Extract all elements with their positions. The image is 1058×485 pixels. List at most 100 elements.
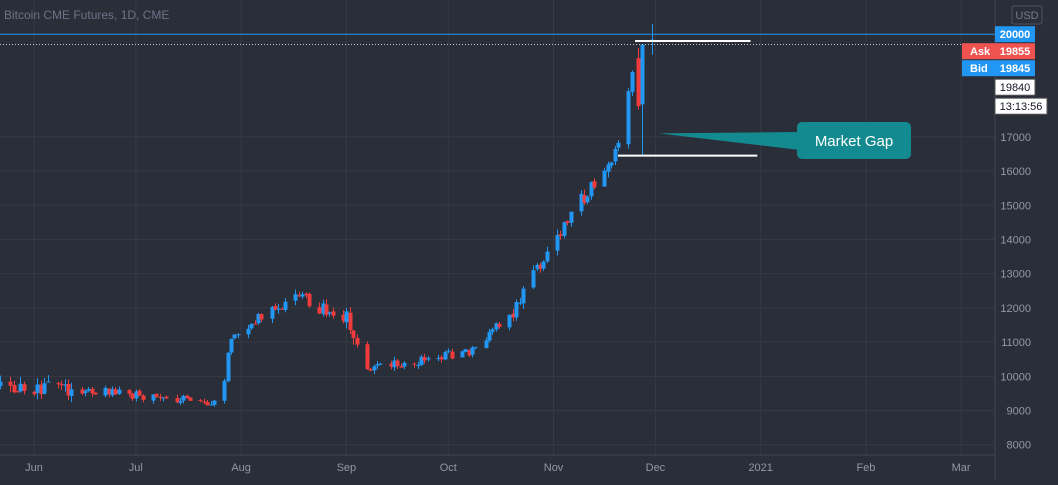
x-tick-label: Nov bbox=[544, 462, 564, 474]
candle-body bbox=[56, 383, 61, 385]
candle-body bbox=[640, 44, 645, 105]
candle-body bbox=[141, 395, 146, 400]
candle-body bbox=[419, 356, 424, 366]
candle-body bbox=[304, 293, 309, 296]
candle-body bbox=[202, 401, 207, 403]
currency-badge[interactable] bbox=[1011, 5, 1043, 25]
candle-body bbox=[514, 302, 519, 318]
x-tick-label: Feb bbox=[856, 462, 875, 474]
candle-body bbox=[158, 396, 163, 398]
candle-body bbox=[422, 357, 427, 361]
chart-title: Bitcoin CME Futures, 1D, CME bbox=[4, 8, 169, 22]
y-tick-label: 11000 bbox=[1001, 337, 1031, 349]
candle-body bbox=[175, 398, 180, 403]
candles bbox=[0, 23, 655, 407]
candle-body bbox=[236, 334, 241, 336]
candle-body bbox=[490, 329, 495, 332]
candle-body bbox=[18, 383, 23, 392]
candle-body bbox=[209, 404, 214, 406]
candle-body bbox=[569, 211, 574, 223]
y-tick-label: 13000 bbox=[1000, 269, 1031, 281]
candle-body bbox=[229, 338, 234, 353]
candle-body bbox=[0, 381, 3, 387]
currency-label: USD bbox=[1015, 10, 1038, 22]
candle-body bbox=[42, 383, 47, 394]
candle-body bbox=[327, 312, 332, 314]
candle-body bbox=[389, 363, 394, 367]
candle-body bbox=[562, 222, 567, 236]
countdown-text: 13:13:56 bbox=[1000, 101, 1043, 113]
candle-body bbox=[636, 58, 641, 107]
candle-body bbox=[307, 293, 312, 307]
price-label: 20000 bbox=[995, 26, 1035, 43]
ask-name: Ask bbox=[970, 46, 991, 58]
x-tick-label: Sep bbox=[337, 462, 357, 474]
callout-box bbox=[797, 122, 911, 159]
x-tick-label: Dec bbox=[646, 462, 666, 474]
candle-body bbox=[12, 384, 17, 393]
candle-body bbox=[365, 344, 370, 369]
candle-body bbox=[80, 389, 85, 394]
candle-body bbox=[32, 391, 37, 395]
bid-value: 19845 bbox=[1000, 63, 1031, 75]
candle-body bbox=[15, 391, 20, 393]
candle-body bbox=[375, 364, 380, 366]
y-tick-label: 9000 bbox=[1007, 406, 1031, 418]
candle-body bbox=[378, 363, 383, 365]
candle-body bbox=[39, 384, 44, 395]
candle-body bbox=[83, 391, 88, 393]
candle-body bbox=[351, 330, 356, 338]
time-axis[interactable]: Jun Jul Aug Sep Oct Nov Dec 2021 Feb Mar bbox=[25, 462, 971, 474]
candle-body bbox=[59, 384, 64, 386]
candle-body bbox=[460, 351, 465, 358]
annotations bbox=[618, 40, 758, 157]
candle-body bbox=[616, 142, 621, 148]
candle-body bbox=[35, 384, 40, 393]
candle-body bbox=[558, 234, 563, 236]
candle-body bbox=[416, 365, 421, 367]
candle-body bbox=[589, 182, 594, 197]
candle-body bbox=[117, 389, 122, 394]
price-axis[interactable]: 8000 9000 10000 11000 12000 13000 14000 15000 16… bbox=[1000, 132, 1031, 452]
candle-body bbox=[321, 303, 326, 314]
last-value: 19840 bbox=[1000, 82, 1031, 94]
candle-body bbox=[585, 196, 590, 203]
candle-body bbox=[283, 301, 288, 310]
candle-body bbox=[439, 357, 444, 360]
countdown-label: 13:13:56 bbox=[994, 97, 1048, 115]
market-gap-callout[interactable]: Market Gap bbox=[658, 122, 911, 159]
y-tick-label: 8000 bbox=[1007, 440, 1031, 452]
candle-body bbox=[463, 349, 468, 352]
candle-body bbox=[372, 366, 377, 371]
candle-body bbox=[368, 369, 373, 371]
x-tick-label: Oct bbox=[440, 462, 457, 474]
candle-body bbox=[86, 389, 91, 391]
candle-body bbox=[602, 170, 607, 187]
candle-body bbox=[222, 380, 227, 401]
candle-body bbox=[127, 389, 132, 394]
y-tick-label: 15000 bbox=[1000, 200, 1031, 212]
candle-body bbox=[90, 388, 95, 394]
candle-body bbox=[613, 148, 618, 162]
candle-body bbox=[63, 384, 68, 386]
y-tick-label: 12000 bbox=[1000, 303, 1031, 315]
candle-body bbox=[348, 312, 353, 331]
candle-body bbox=[130, 393, 135, 399]
candle-body bbox=[164, 396, 169, 399]
y-tick-label: 10000 bbox=[1000, 371, 1031, 383]
bid-label: Bid 19845 bbox=[962, 60, 1035, 77]
candle-body bbox=[188, 397, 193, 401]
candle-body bbox=[392, 360, 397, 368]
candle-body bbox=[470, 347, 475, 355]
candle-body bbox=[355, 338, 360, 345]
candle-body bbox=[185, 395, 190, 399]
candle-body bbox=[402, 362, 407, 367]
candle-body bbox=[246, 328, 251, 335]
last-label: 19840 bbox=[994, 78, 1036, 96]
candle-body bbox=[226, 352, 231, 382]
candle-body bbox=[300, 294, 305, 297]
candle-body bbox=[484, 340, 489, 348]
